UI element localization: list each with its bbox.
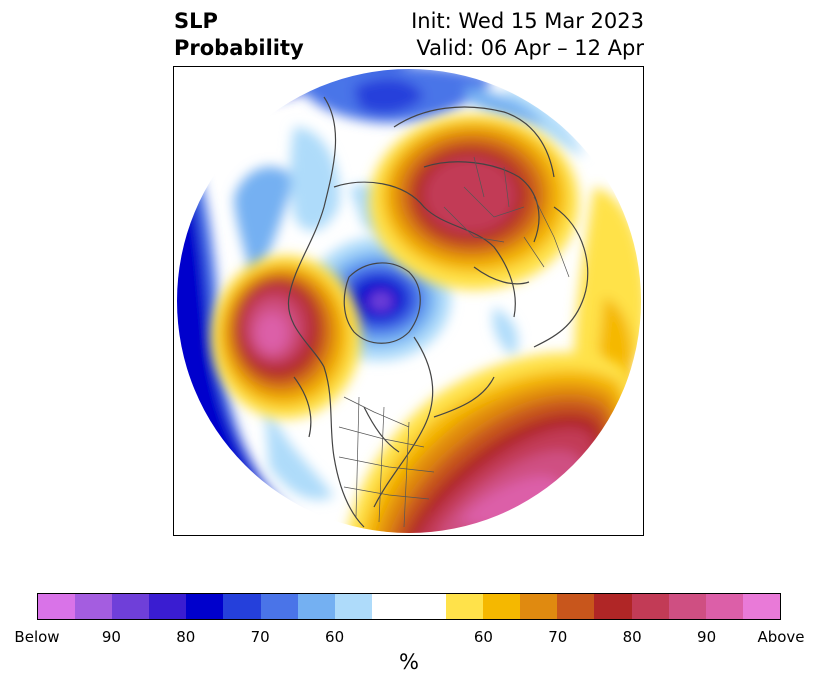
colorbar-swatch-7	[297, 594, 335, 619]
colorbar-tick-label: 70	[250, 628, 270, 646]
colorbar-tick-label: Above	[757, 628, 805, 646]
probability-field	[177, 69, 641, 533]
colorbar-swatch-18	[705, 594, 743, 619]
title-line-1: SLP	[174, 9, 218, 33]
political-borders	[338, 156, 570, 528]
colorbar-swatch-11	[446, 594, 484, 619]
colorbar-swatch-14	[557, 594, 595, 619]
init-date: Init: Wed 15 Mar 2023	[411, 9, 644, 33]
colorbar-swatch-12	[483, 594, 521, 619]
colorbar-tick-label: 80	[176, 628, 196, 646]
colorbar-tick-label: 90	[101, 628, 121, 646]
colorbar-swatch-16	[631, 594, 669, 619]
colorbar-tick-label: 90	[697, 628, 717, 646]
colorbar-swatch-10	[408, 594, 447, 619]
colorbar-swatch-15	[594, 594, 632, 619]
map-frame	[173, 66, 644, 536]
colorbar-tick-label: 60	[325, 628, 345, 646]
title-line-2: Probability	[174, 36, 304, 60]
colorbar	[37, 593, 781, 620]
colorbar-swatch-4	[186, 594, 224, 619]
forecast-dates: Init: Wed 15 Mar 2023 Valid: 06 Apr – 12…	[411, 8, 644, 62]
colorbar-swatch-2	[112, 594, 150, 619]
colorbar-tick-label: 60	[473, 628, 493, 646]
valid-range: Valid: 06 Apr – 12 Apr	[416, 36, 644, 60]
colorbar-swatch-17	[668, 594, 706, 619]
colorbar-tick-label: Below	[14, 628, 60, 646]
colorbar-swatch-0	[38, 594, 76, 619]
map-title: SLP Probability	[174, 8, 304, 62]
colorbar-swatch-19	[742, 594, 780, 619]
colorbar-swatch-5	[223, 594, 261, 619]
colorbar-swatch-8	[334, 594, 372, 619]
colorbar-swatch-9	[371, 594, 409, 619]
colorbar-swatch-6	[260, 594, 298, 619]
colorbar-swatch-13	[520, 594, 558, 619]
colorbar-unit-label: %	[399, 650, 419, 674]
slp-probability-map	[177, 69, 641, 533]
colorbar-swatch-3	[149, 594, 187, 619]
colorbar-tick-label: 70	[548, 628, 568, 646]
colorbar-swatch-1	[75, 594, 113, 619]
colorbar-tick-label: 80	[622, 628, 642, 646]
